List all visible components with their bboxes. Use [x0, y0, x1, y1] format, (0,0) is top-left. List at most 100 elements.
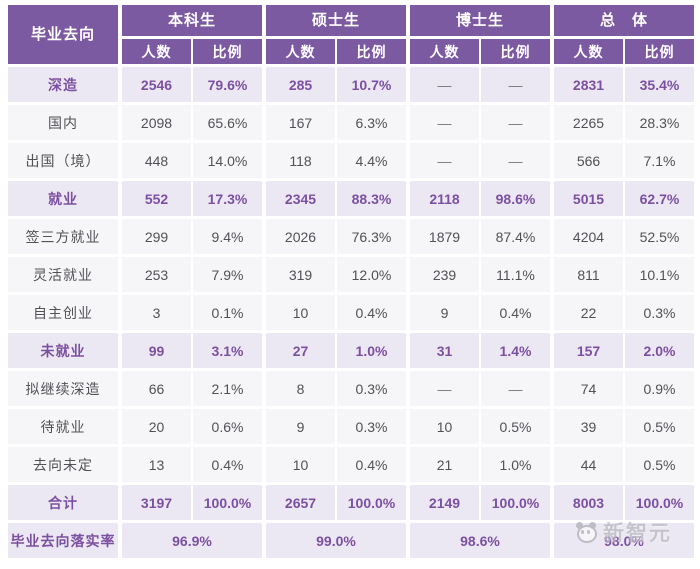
table-cell: 3 [122, 295, 191, 330]
table-cell: 2546 [122, 67, 191, 102]
subheader-ratio: 比例 [337, 39, 406, 64]
group-header-total: 总 体 [554, 5, 694, 36]
row-label: 签三方就业 [8, 219, 118, 254]
table-cell: 74 [554, 371, 623, 406]
table-cell: — [410, 371, 479, 406]
table-cell: 0.4% [193, 447, 262, 482]
table-cell: 566 [554, 143, 623, 178]
row-label: 灵活就业 [8, 257, 118, 292]
table-cell: 12.0% [337, 257, 406, 292]
table-cell: 21 [410, 447, 479, 482]
table-cell: 4.4% [337, 143, 406, 178]
table-cell: 100.0% [481, 485, 550, 520]
table-cell: 11.1% [481, 257, 550, 292]
table-cell: 9 [410, 295, 479, 330]
group-header-undergraduate: 本科生 [122, 5, 262, 36]
table-cell: 99 [122, 333, 191, 368]
table-cell: 167 [266, 105, 335, 140]
table-cell: 5015 [554, 181, 623, 216]
table-cell: 10.1% [625, 257, 694, 292]
table-cell: 2831 [554, 67, 623, 102]
subheader-count: 人数 [266, 39, 335, 64]
table-cell: 3.1% [193, 333, 262, 368]
table-cell: 31 [410, 333, 479, 368]
subheader-ratio: 比例 [625, 39, 694, 64]
table-cell: 44 [554, 447, 623, 482]
table-cell: 76.3% [337, 219, 406, 254]
table-cell: 39 [554, 409, 623, 444]
footer-cell: 99.0% [266, 523, 406, 558]
table-cell: 3197 [122, 485, 191, 520]
table-cell: 100.0% [193, 485, 262, 520]
table-cell: 52.5% [625, 219, 694, 254]
row-label: 拟继续深造 [8, 371, 118, 406]
table-cell: 8003 [554, 485, 623, 520]
table-cell: 9.4% [193, 219, 262, 254]
table-cell: 0.3% [337, 371, 406, 406]
table-cell: 87.4% [481, 219, 550, 254]
table-cell: — [481, 105, 550, 140]
table-cell: 448 [122, 143, 191, 178]
subheader-count: 人数 [554, 39, 623, 64]
group-header-doctor: 博士生 [410, 5, 550, 36]
table-cell: 2149 [410, 485, 479, 520]
table-cell: 20 [122, 409, 191, 444]
table-cell: 118 [266, 143, 335, 178]
table-cell: 0.5% [481, 409, 550, 444]
table-cell: 0.5% [625, 447, 694, 482]
table-cell: 811 [554, 257, 623, 292]
subheader-count: 人数 [410, 39, 479, 64]
table-cell: 285 [266, 67, 335, 102]
table-cell: 13 [122, 447, 191, 482]
table-cell: — [410, 143, 479, 178]
table-cell: 2098 [122, 105, 191, 140]
table-cell: 100.0% [337, 485, 406, 520]
table-cell: 319 [266, 257, 335, 292]
row-label: 去向未定 [8, 447, 118, 482]
table-cell: 14.0% [193, 143, 262, 178]
table-cell: 35.4% [625, 67, 694, 102]
corner-header: 毕业去向 [8, 5, 118, 64]
table-cell: 17.3% [193, 181, 262, 216]
table-cell: 552 [122, 181, 191, 216]
table-cell: 1879 [410, 219, 479, 254]
table-cell: 0.3% [625, 295, 694, 330]
table-cell: 100.0% [625, 485, 694, 520]
table-cell: 0.4% [337, 295, 406, 330]
table-cell: 9 [266, 409, 335, 444]
subheader-ratio: 比例 [193, 39, 262, 64]
table-cell: 0.3% [337, 409, 406, 444]
table-cell: 66 [122, 371, 191, 406]
row-label: 合计 [8, 485, 118, 520]
table-cell: — [410, 67, 479, 102]
row-label: 待就业 [8, 409, 118, 444]
table-cell: 1.4% [481, 333, 550, 368]
table-cell: 0.1% [193, 295, 262, 330]
row-label: 国内 [8, 105, 118, 140]
footer-cell: 98.6% [410, 523, 550, 558]
table-cell: 7.1% [625, 143, 694, 178]
table-cell: 2026 [266, 219, 335, 254]
table-cell: 62.7% [625, 181, 694, 216]
table-cell: 88.3% [337, 181, 406, 216]
table-cell: 0.4% [337, 447, 406, 482]
row-label: 出国（境） [8, 143, 118, 178]
table-cell: 10 [266, 447, 335, 482]
table-cell: 0.6% [193, 409, 262, 444]
table-cell: 98.6% [481, 181, 550, 216]
table-cell: 1.0% [481, 447, 550, 482]
table-cell: — [410, 105, 479, 140]
table-cell: 28.3% [625, 105, 694, 140]
table-cell: 0.4% [481, 295, 550, 330]
group-header-master: 硕士生 [266, 5, 406, 36]
table-cell: 239 [410, 257, 479, 292]
row-label: 就业 [8, 181, 118, 216]
table-cell: 2345 [266, 181, 335, 216]
table-cell: 2.0% [625, 333, 694, 368]
table-cell: 157 [554, 333, 623, 368]
table-cell: 1.0% [337, 333, 406, 368]
row-label: 未就业 [8, 333, 118, 368]
table-cell: 6.3% [337, 105, 406, 140]
graduation-table: 毕业去向 本科生 硕士生 博士生 总 体 人数 比例 人数 比例 人数 比例 人… [8, 5, 694, 558]
table-cell: 65.6% [193, 105, 262, 140]
